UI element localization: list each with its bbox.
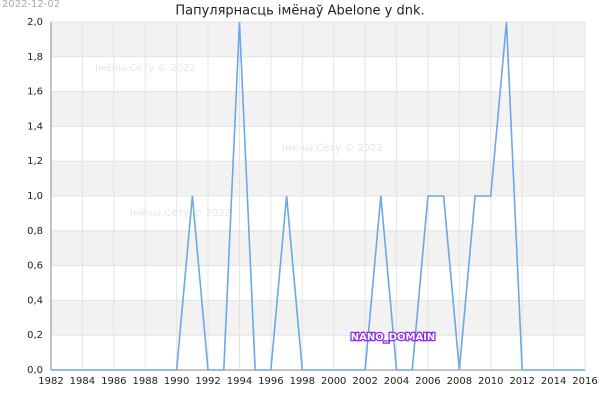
x-tick-label: 2008 [447, 376, 472, 387]
y-tick-label: 1,0 [27, 191, 43, 202]
y-tick-label: 1,8 [27, 52, 43, 63]
y-tick-label: 0,6 [27, 261, 43, 272]
x-tick-label: 2012 [509, 376, 534, 387]
x-tick-label: 1996 [258, 376, 283, 387]
x-tick-label: 1986 [101, 376, 126, 387]
x-tick-label: 2016 [572, 376, 597, 387]
y-tick-label: 1,4 [27, 121, 43, 132]
x-tick-label: 2010 [478, 376, 503, 387]
x-tick-label: 2006 [415, 376, 440, 387]
x-tick-label: 2000 [321, 376, 346, 387]
grid-band [51, 91, 585, 127]
y-tick-label: 0,0 [27, 365, 43, 376]
grid-band [51, 230, 585, 266]
y-tick-label: 0,8 [27, 226, 43, 237]
grid-band [51, 22, 585, 57]
grid-band [51, 161, 585, 196]
watermark: Імёны.Сёту © 2022 [282, 143, 383, 154]
y-tick-label: 0,2 [27, 330, 43, 341]
x-tick-label: 2002 [352, 376, 377, 387]
y-tick-label: 1,2 [27, 156, 43, 167]
x-tick-label: 1990 [164, 376, 189, 387]
watermark: Імёны.Сёту © 2022 [130, 208, 231, 219]
x-tick-label: 1982 [38, 376, 63, 387]
y-tick-label: 2,0 [27, 17, 43, 28]
line [51, 21, 585, 371]
x-tick-label: 1998 [290, 376, 315, 387]
watermark: Імёны.Сёту © 2022 [95, 63, 196, 74]
x-tick-label: 1994 [227, 376, 252, 387]
date: 2022-12-02 [2, 0, 60, 10]
x-tick-label: 2014 [541, 376, 566, 387]
y-tick-label: 0,4 [27, 295, 43, 306]
x-tick-label: 2004 [384, 376, 409, 387]
x-tick-label: 1992 [195, 376, 220, 387]
grid-band [51, 300, 585, 336]
x-tick-label: 1988 [133, 376, 158, 387]
badge: NANO_DOMAIN [351, 332, 436, 343]
x-tick-label: 1984 [70, 376, 95, 387]
chart-title: Папулярнасць імёнаў Abelone у dnk. [175, 4, 424, 19]
y-tick-label: 1,6 [27, 87, 43, 98]
